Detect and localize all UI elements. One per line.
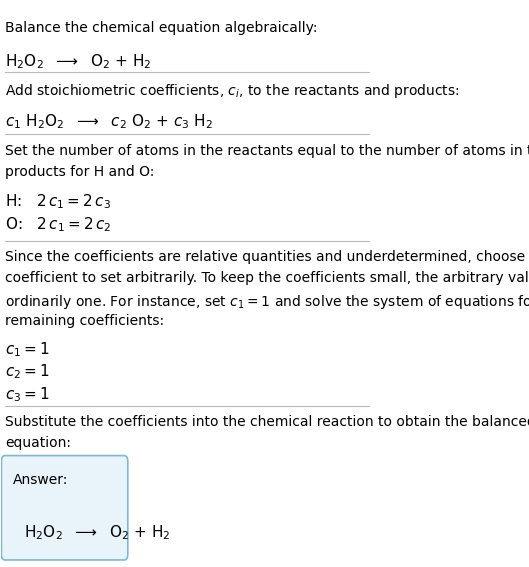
Text: ordinarily one. For instance, set $c_1 = 1$ and solve the system of equations fo: ordinarily one. For instance, set $c_1 =… [5, 293, 529, 311]
Text: products for H and O:: products for H and O: [5, 165, 154, 179]
Text: Answer:: Answer: [13, 472, 68, 486]
Text: remaining coefficients:: remaining coefficients: [5, 314, 164, 328]
Text: Add stoichiometric coefficients, $c_i$, to the reactants and products:: Add stoichiometric coefficients, $c_i$, … [5, 82, 460, 99]
Text: equation:: equation: [5, 437, 71, 450]
Text: $c_3 = 1$: $c_3 = 1$ [5, 385, 50, 404]
Text: $c_1 = 1$: $c_1 = 1$ [5, 340, 50, 358]
Text: Set the number of atoms in the reactants equal to the number of atoms in the: Set the number of atoms in the reactants… [5, 143, 529, 158]
Text: Since the coefficients are relative quantities and underdetermined, choose a: Since the coefficients are relative quan… [5, 249, 529, 264]
Text: H:   $2\,c_1 = 2\,c_3$: H: $2\,c_1 = 2\,c_3$ [5, 192, 111, 211]
Text: $c_1$ $\mathrm{H_2O_2}$  $\longrightarrow$  $c_2$ $\mathrm{O_2}$ + $c_3$ $\mathr: $c_1$ $\mathrm{H_2O_2}$ $\longrightarrow… [5, 112, 213, 131]
Text: Balance the chemical equation algebraically:: Balance the chemical equation algebraica… [5, 21, 317, 35]
Text: $c_2 = 1$: $c_2 = 1$ [5, 362, 50, 381]
Text: Substitute the coefficients into the chemical reaction to obtain the balanced: Substitute the coefficients into the che… [5, 415, 529, 429]
Text: coefficient to set arbitrarily. To keep the coefficients small, the arbitrary va: coefficient to set arbitrarily. To keep … [5, 271, 529, 285]
FancyBboxPatch shape [2, 456, 128, 560]
Text: O:   $2\,c_1 = 2\,c_2$: O: $2\,c_1 = 2\,c_2$ [5, 216, 112, 235]
Text: $\mathrm{H_2O_2}$  $\longrightarrow$  $\mathrm{O_2}$ + $\mathrm{H_2}$: $\mathrm{H_2O_2}$ $\longrightarrow$ $\ma… [24, 523, 170, 542]
Text: $\mathrm{H_2O_2}$  $\longrightarrow$  $\mathrm{O_2}$ + $\mathrm{H_2}$: $\mathrm{H_2O_2}$ $\longrightarrow$ $\ma… [5, 52, 152, 71]
